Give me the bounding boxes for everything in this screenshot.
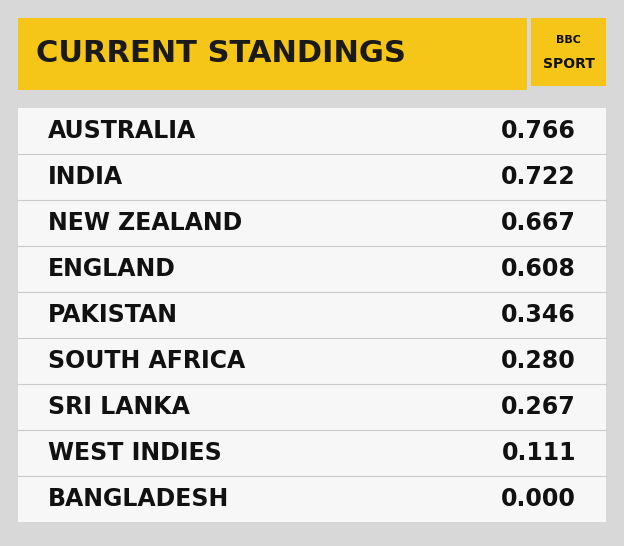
Text: SOUTH AFRICA: SOUTH AFRICA: [48, 349, 245, 373]
Text: PAKISTAN: PAKISTAN: [48, 303, 178, 327]
Text: 0.346: 0.346: [501, 303, 576, 327]
Text: AUSTRALIA: AUSTRALIA: [48, 119, 197, 143]
Text: BBC: BBC: [556, 35, 581, 45]
Text: 0.667: 0.667: [501, 211, 576, 235]
Text: ENGLAND: ENGLAND: [48, 257, 176, 281]
Bar: [531, 18, 606, 86]
Bar: [18, 108, 606, 522]
Text: NEW ZEALAND: NEW ZEALAND: [48, 211, 242, 235]
Text: WEST INDIES: WEST INDIES: [48, 441, 222, 465]
Text: 0.766: 0.766: [501, 119, 576, 143]
Text: CURRENT STANDINGS: CURRENT STANDINGS: [36, 39, 406, 68]
Text: 0.280: 0.280: [501, 349, 576, 373]
Text: SPORT: SPORT: [542, 57, 595, 71]
Text: INDIA: INDIA: [48, 165, 123, 189]
Text: BANGLADESH: BANGLADESH: [48, 487, 229, 511]
Text: 0.111: 0.111: [502, 441, 576, 465]
Text: SRI LANKA: SRI LANKA: [48, 395, 190, 419]
Text: 0.722: 0.722: [501, 165, 576, 189]
Text: 0.267: 0.267: [501, 395, 576, 419]
Text: 0.000: 0.000: [501, 487, 576, 511]
Text: 0.608: 0.608: [501, 257, 576, 281]
Bar: [18, 18, 527, 90]
